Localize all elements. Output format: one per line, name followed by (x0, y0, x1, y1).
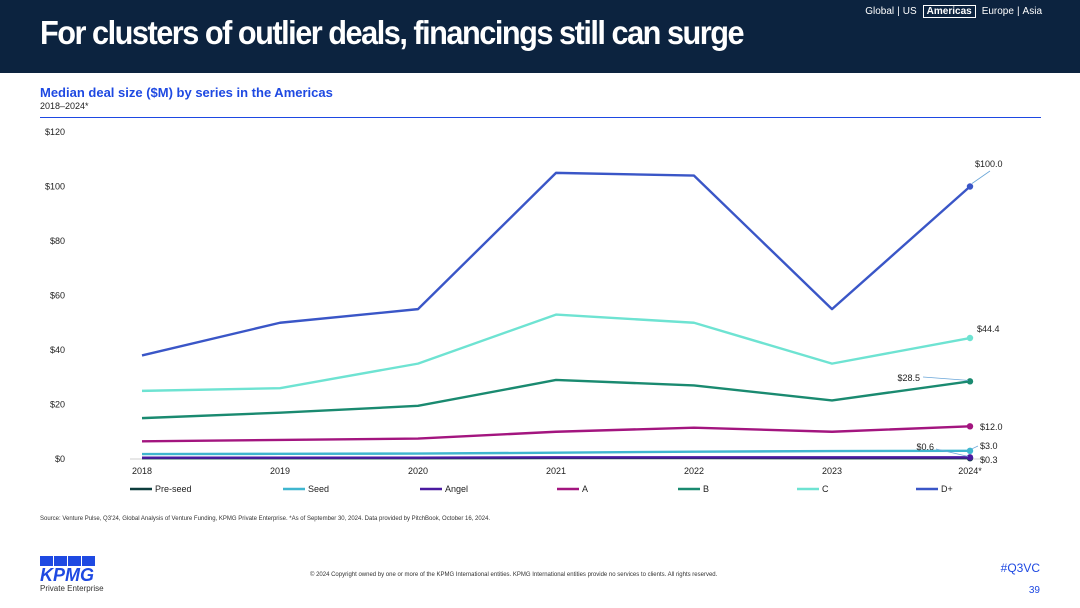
legend-label: Pre-seed (155, 484, 192, 494)
page-title: For clusters of outlier deals, financing… (40, 14, 745, 51)
series-line-b (141, 378, 971, 420)
leader-line (935, 448, 969, 457)
data-label-seed: $3.0 (980, 441, 998, 451)
x-tick-label: 2024* (958, 466, 982, 476)
legend-label: Seed (308, 484, 329, 494)
end-point-a (966, 423, 974, 430)
data-label-pre-seed: $0.3 (980, 455, 998, 465)
series-line-c (141, 313, 971, 393)
logo-subtitle: Private Enterprise (40, 584, 104, 593)
x-tick-label: 2018 (132, 466, 152, 476)
leader-line (971, 170, 991, 184)
y-tick-label: $20 (50, 400, 65, 410)
x-tick-label: 2019 (270, 466, 290, 476)
end-point-d- (966, 183, 974, 190)
region-us[interactable]: US (902, 6, 917, 17)
series-line-d- (141, 171, 971, 357)
data-label-d-: $100.0 (975, 159, 1003, 169)
data-label-angel: $0.6 (916, 442, 934, 452)
header-bar: For clusters of outlier deals, financing… (0, 0, 1080, 73)
data-label-c: $44.4 (977, 324, 1000, 334)
x-tick-label: 2021 (546, 466, 566, 476)
chart-subtitle: 2018–2024* (40, 101, 89, 111)
y-tick-label: $40 (50, 345, 65, 355)
end-point-c (966, 334, 974, 342)
logo-text: KPMG (40, 565, 94, 585)
title-divider (40, 117, 1041, 118)
series-line-seed (141, 449, 971, 456)
y-tick-label: $100 (45, 182, 65, 192)
copyright-text: © 2024 Copyright owned by one or more of… (310, 572, 718, 578)
legend-label: Angel (445, 484, 468, 494)
x-tick-label: 2023 (822, 466, 842, 476)
chart-title: Median deal size ($M) by series in the A… (40, 85, 333, 100)
region-americas[interactable]: Americas (922, 5, 976, 18)
y-tick-label: $0 (55, 454, 65, 464)
region-asia[interactable]: Asia (1022, 6, 1042, 17)
legend-label: B (703, 484, 709, 494)
end-point-b (966, 378, 974, 385)
kpmg-logo: KPMG Private Enterprise (40, 556, 104, 593)
end-point-seed (966, 447, 974, 455)
source-footnote: Source: Venture Pulse, Q3'24, Global Ana… (40, 516, 491, 522)
series-line-a (141, 425, 971, 443)
region-global[interactable]: Global (865, 6, 895, 17)
x-tick-label: 2022 (684, 466, 704, 476)
legend-label: C (822, 484, 829, 494)
end-point-angel (966, 454, 974, 461)
page-number: 39 (1028, 585, 1040, 596)
data-label-b: $28.5 (897, 373, 920, 383)
x-tick-label: 2020 (408, 466, 428, 476)
hashtag: #Q3VC (1000, 561, 1040, 575)
y-tick-label: $120 (45, 127, 65, 137)
legend-label: A (582, 484, 588, 494)
region-europe[interactable]: Europe (981, 6, 1014, 17)
leader-line (971, 445, 979, 450)
legend-label: D+ (941, 484, 953, 494)
y-tick-label: $60 (50, 291, 65, 301)
y-tick-label: $80 (50, 236, 65, 246)
data-label-a: $12.0 (980, 422, 1003, 432)
region-nav: Global | US Americas Europe | Asia (865, 5, 1042, 18)
leader-line (922, 376, 969, 381)
